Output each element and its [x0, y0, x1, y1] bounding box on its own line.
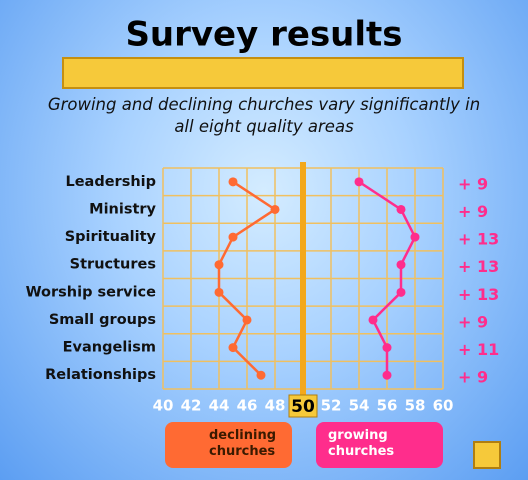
x-tick-label: 50 — [291, 397, 315, 417]
series-line — [358, 180, 417, 376]
category-label: Evangelism — [63, 340, 156, 356]
x-tick-label: 60 — [433, 397, 454, 415]
difference-label: + 9 — [458, 368, 488, 387]
category-label: Spirituality — [65, 229, 157, 245]
difference-label: + 9 — [458, 312, 488, 331]
x-tick-label: 48 — [265, 397, 286, 415]
x-tick-label: 52 — [321, 397, 342, 415]
series-line — [217, 180, 278, 377]
point — [354, 177, 364, 187]
x-tick-label: 44 — [209, 397, 230, 415]
x-tick-label: 56 — [377, 397, 398, 415]
point — [396, 287, 406, 297]
category-label: Structures — [70, 257, 156, 273]
point — [270, 204, 280, 214]
point — [228, 232, 238, 242]
x-tick-label: 40 — [153, 397, 174, 415]
x-tick-label: 54 — [349, 397, 370, 415]
difference-label: + 13 — [458, 285, 499, 304]
point — [396, 260, 406, 270]
category-label: Relationships — [45, 367, 156, 383]
point — [214, 287, 224, 297]
point — [256, 370, 266, 380]
point — [396, 204, 406, 214]
point — [382, 370, 392, 380]
x-tick-label: 42 — [181, 397, 202, 415]
point — [410, 232, 420, 242]
point — [214, 260, 224, 270]
category-label: Small groups — [49, 312, 156, 328]
difference-label: + 9 — [458, 174, 488, 193]
reference-line — [300, 162, 306, 401]
difference-label: + 9 — [458, 202, 488, 221]
subtitle: Growing and declining churches vary sign… — [47, 95, 481, 136]
point — [242, 315, 252, 325]
point — [228, 177, 238, 187]
category-label: Leadership — [65, 174, 156, 190]
reference-tick-box — [288, 394, 318, 418]
x-tick-label: 46 — [237, 397, 258, 415]
difference-label: + 11 — [458, 340, 499, 359]
point — [228, 343, 238, 353]
x-tick-label: 58 — [405, 397, 426, 415]
point — [382, 343, 392, 353]
category-label: Ministry — [89, 201, 156, 217]
legend-entry: declining churches — [165, 422, 292, 468]
title-bar — [62, 57, 464, 89]
point — [368, 315, 378, 325]
decoration-square — [473, 441, 501, 469]
legend-entry: growing churches — [316, 422, 443, 468]
difference-label: + 13 — [458, 257, 499, 276]
chart-title: Survey results — [125, 15, 402, 55]
difference-label: + 13 — [458, 230, 499, 249]
category-label: Worship service — [26, 284, 157, 300]
